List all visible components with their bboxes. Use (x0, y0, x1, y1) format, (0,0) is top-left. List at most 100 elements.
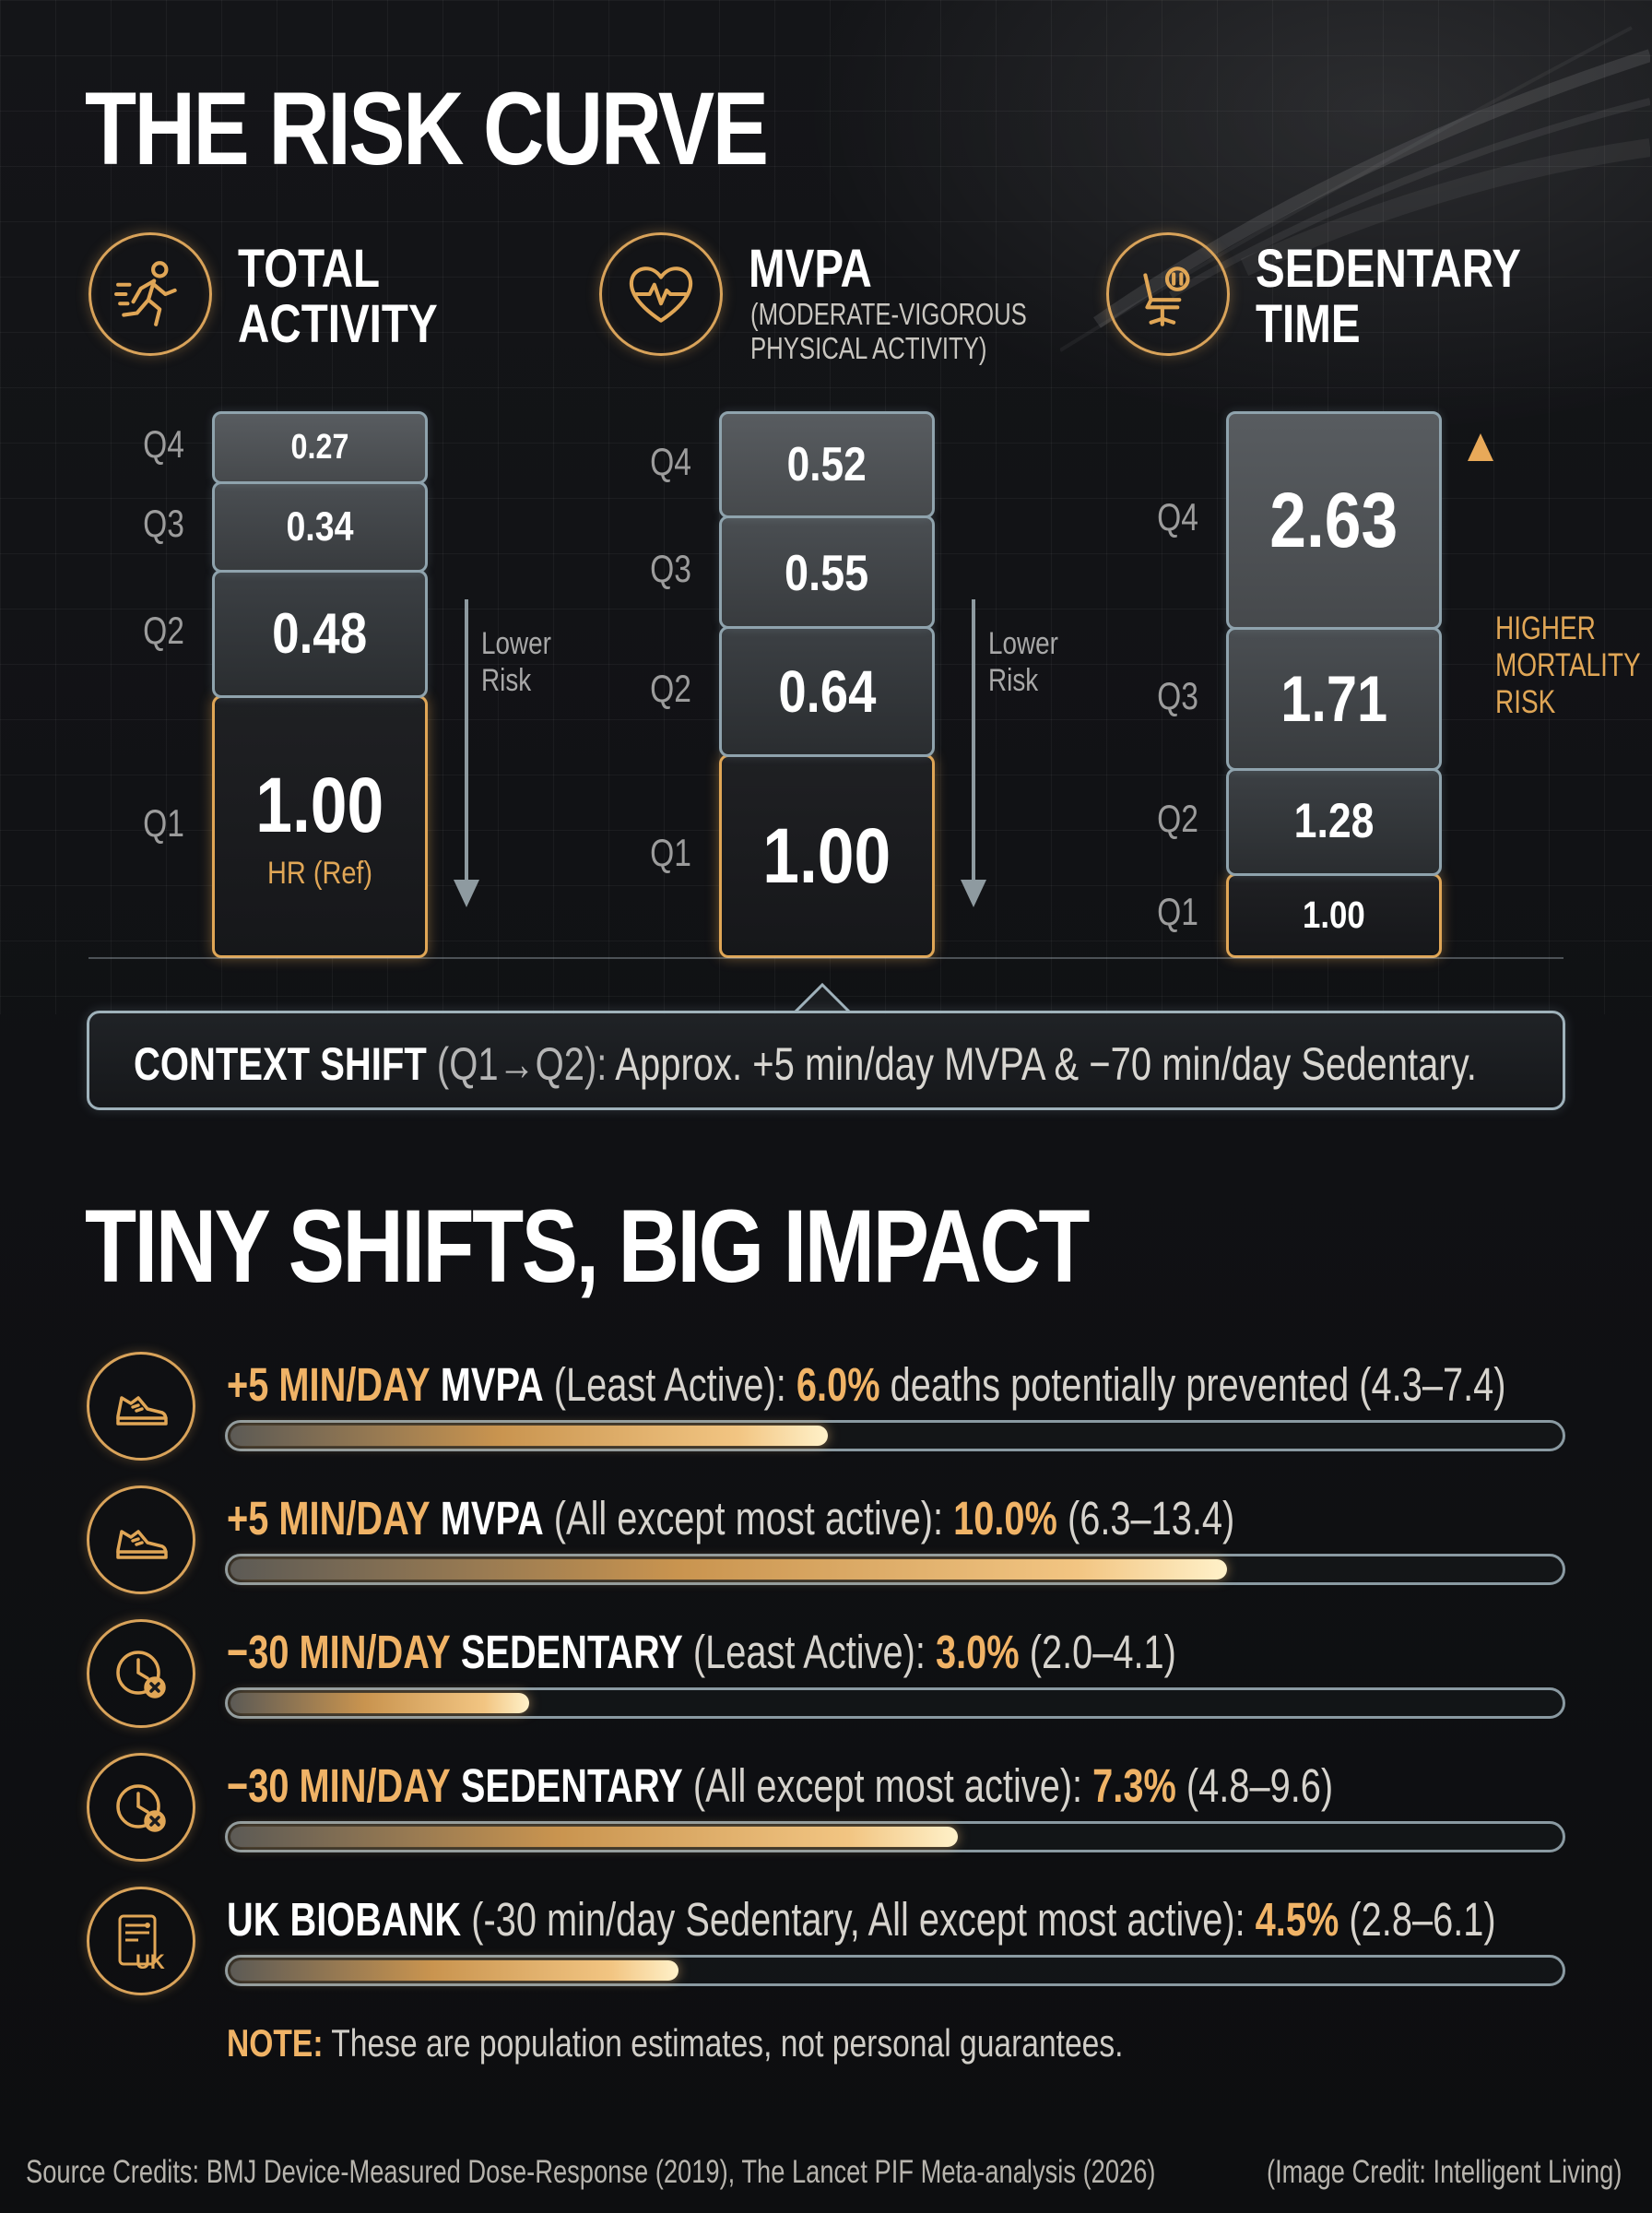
up-arrow-icon (1468, 433, 1493, 929)
down-arrow-icon (961, 599, 986, 907)
note-line: MORTALITY (1495, 647, 1641, 683)
panel-title-line: TIME (1256, 294, 1361, 354)
stack-segment-q3: 1.71 (1226, 627, 1442, 771)
impact-bar-fill (230, 1827, 958, 1847)
impact-row-label: −30 MIN/DAY SEDENTARY (Least Active): 3.… (227, 1627, 1176, 1678)
quartile-label: Q1 (143, 800, 184, 845)
lower-risk-note-total: Lower Risk (481, 625, 551, 699)
impact-row-label: −30 MIN/DAY SEDENTARY (All except most a… (227, 1760, 1333, 1812)
impact-row-label: +5 MIN/DAY MVPA (Least Active): 6.0% dea… (227, 1359, 1506, 1411)
stack-segment-q1: 1.00 HR (Ref) (212, 694, 428, 958)
impact-label-part: +5 MIN/DAY (227, 1358, 431, 1411)
hazard-ratio-label: 0.27 (290, 428, 349, 467)
impact-bar-fill (230, 1426, 828, 1446)
impact-label-part: 6.0% (796, 1358, 880, 1411)
impact-label-part: −30 MIN/DAY (227, 1759, 451, 1812)
stack-segment-q2: 0.64 (719, 625, 935, 758)
impact-label-part: 4.5% (1255, 1893, 1339, 1946)
panel-sedentary-title: SEDENTARY TIME (1256, 242, 1521, 352)
stack-segment-q1: 1.00 (719, 754, 935, 958)
impact-label-part: 7.3% (1092, 1759, 1176, 1812)
impact-label-part: SEDENTARY (460, 1759, 683, 1812)
impact-label-part: UK BIOBANK (227, 1893, 462, 1946)
impact-label-part: 10.0% (953, 1492, 1057, 1544)
uk-icon-text: UK (136, 1950, 165, 1973)
heart-pulse-icon (599, 232, 723, 356)
stack-segment-q2: 1.28 (1226, 767, 1442, 876)
hazard-ratio-label: 2.63 (1269, 477, 1398, 564)
panel-mvpa-title: MVPA (749, 239, 872, 299)
quartile-label: Q3 (1157, 673, 1198, 717)
impact-label-part: −30 MIN/DAY (227, 1626, 451, 1678)
hazard-ratio-label: 0.64 (777, 658, 877, 726)
stack-segment-q2: 0.48 (212, 570, 428, 698)
panel-subtitle-line: PHYSICAL ACTIVITY) (750, 331, 987, 365)
risk-stack-0: 1.00 HR (Ref) 0.48 0.34 0.27 (212, 411, 428, 958)
note-line: HIGHER (1495, 610, 1596, 646)
clock-cancel-icon (87, 1619, 195, 1728)
impact-bar-track (225, 1420, 1565, 1451)
impact-bar-track (225, 1554, 1565, 1585)
impact-label-part: (6.3–13.4) (1067, 1492, 1235, 1544)
quartile-label: Q1 (1157, 890, 1198, 934)
context-shift-box: CONTEXT SHIFT (Q1→Q2): Approx. +5 min/da… (87, 1011, 1565, 1110)
context-detail: Approx. +5 min/day MVPA & −70 min/day Se… (615, 1038, 1477, 1090)
quartile-label: Q2 (650, 666, 691, 710)
impact-label-part: (Least Active): (692, 1626, 926, 1678)
note: NOTE: These are population estimates, no… (227, 2021, 1123, 2065)
impact-label-part: (All except most active): (553, 1492, 944, 1544)
quartile-label: Q3 (650, 547, 691, 591)
reference-label: HR (Ref) (266, 856, 372, 892)
office-chair-icon (1106, 232, 1230, 356)
stack-segment-q3: 0.34 (212, 481, 428, 574)
hazard-ratio-label: 1.71 (1280, 663, 1387, 736)
sneaker-icon (87, 1352, 195, 1461)
impact-label-part: (All except most active): (692, 1759, 1083, 1812)
database-uk-icon: UK (87, 1887, 195, 1995)
clock-cancel-icon (87, 1753, 195, 1862)
impact-label-part: MVPA (440, 1358, 544, 1411)
impact-label-part: (2.0–4.1) (1029, 1626, 1176, 1678)
hazard-ratio-label: 1.28 (1293, 795, 1375, 849)
impact-label-part: (Least Active): (553, 1358, 786, 1411)
sneaker-icon (87, 1485, 195, 1594)
stack-segment-q1: 1.00 (1226, 872, 1442, 958)
impact-bar-fill (230, 1693, 529, 1713)
hazard-ratio-label: 1.00 (255, 762, 384, 849)
higher-mortality-risk-note: HIGHER MORTALITY RISK (1495, 610, 1641, 721)
quartile-label: Q4 (650, 439, 691, 483)
hazard-ratio-label: 0.48 (272, 601, 368, 666)
impact-bar-track (225, 1687, 1565, 1719)
source-credits: Source Credits: BMJ Device-Measured Dose… (26, 2154, 1156, 2190)
quartile-label: Q4 (1157, 495, 1198, 539)
context-pointer (795, 983, 850, 1014)
image-credit: (Image Credit: Intelligent Living) (1267, 2154, 1622, 2190)
quartile-label: Q4 (143, 422, 184, 467)
context-bold: CONTEXT SHIFT (134, 1038, 427, 1090)
impact-label-part: (4.8–9.6) (1186, 1759, 1334, 1812)
panel-mvpa-subtitle: (MODERATE-VIGOROUS PHYSICAL ACTIVITY) (750, 297, 1027, 365)
stack-segment-q3: 0.55 (719, 515, 935, 629)
panel-title-line: SEDENTARY (1256, 239, 1522, 299)
impact-label-part: SEDENTARY (460, 1626, 683, 1678)
impact-row-label: UK BIOBANK (-30 min/day Sedentary, All e… (227, 1894, 1496, 1946)
baseline-divider (88, 957, 1564, 959)
panel-title-line: TOTAL (238, 239, 381, 299)
impact-label-part: (-30 min/day Sedentary, All except most … (471, 1893, 1245, 1946)
stack-segment-q4: 2.63 (1226, 411, 1442, 631)
panel-subtitle-line: (MODERATE-VIGOROUS (750, 297, 1027, 331)
hazard-ratio-label: 1.00 (762, 812, 891, 900)
quartile-label: Q2 (143, 608, 184, 652)
note-line: RISK (1495, 684, 1556, 720)
impact-bar-fill (230, 1559, 1227, 1580)
note-label: NOTE: (227, 2021, 324, 2065)
context-range: (Q1→Q2): (436, 1038, 608, 1090)
running-person-icon (88, 232, 212, 356)
impact-label-part: 3.0% (935, 1626, 1020, 1678)
note-text: These are population estimates, not pers… (331, 2021, 1124, 2065)
note-line: Lower (988, 626, 1058, 661)
stack-segment-q4: 0.27 (212, 411, 428, 485)
impact-bar-track (225, 1955, 1565, 1986)
note-line: Risk (988, 663, 1039, 698)
risk-stack-1: 1.00 0.64 0.55 0.52 (719, 411, 935, 958)
